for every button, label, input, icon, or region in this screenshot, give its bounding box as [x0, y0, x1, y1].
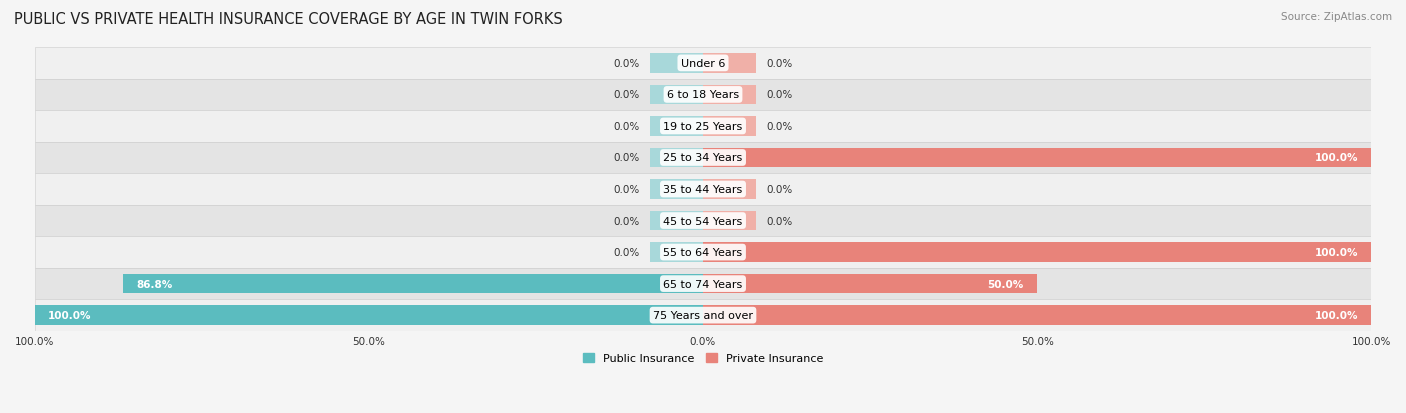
Bar	[650, 148, 703, 168]
Text: 0.0%: 0.0%	[613, 216, 640, 226]
Bar	[703, 54, 756, 74]
Text: 65 to 74 Years: 65 to 74 Years	[664, 279, 742, 289]
Bar	[703, 117, 756, 136]
Text: 0.0%: 0.0%	[766, 216, 793, 226]
Bar	[35, 111, 1371, 142]
Bar	[35, 142, 1371, 174]
Bar	[35, 300, 1371, 331]
Text: PUBLIC VS PRIVATE HEALTH INSURANCE COVERAGE BY AGE IN TWIN FORKS: PUBLIC VS PRIVATE HEALTH INSURANCE COVER…	[14, 12, 562, 27]
Bar	[35, 205, 1371, 237]
Bar	[35, 79, 1371, 111]
Text: 0.0%: 0.0%	[766, 122, 793, 132]
Text: 0.0%: 0.0%	[613, 247, 640, 257]
Bar	[35, 268, 1371, 300]
Text: Source: ZipAtlas.com: Source: ZipAtlas.com	[1281, 12, 1392, 22]
Bar	[703, 85, 756, 105]
Text: 0.0%: 0.0%	[766, 185, 793, 195]
Text: 0.0%: 0.0%	[613, 185, 640, 195]
Text: Under 6: Under 6	[681, 59, 725, 69]
Bar	[650, 54, 703, 74]
Bar	[650, 243, 703, 262]
Text: 0.0%: 0.0%	[766, 59, 793, 69]
Text: 86.8%: 86.8%	[136, 279, 173, 289]
Text: 50.0%: 50.0%	[987, 279, 1024, 289]
Text: 25 to 34 Years: 25 to 34 Years	[664, 153, 742, 163]
Text: 0.0%: 0.0%	[613, 153, 640, 163]
Bar	[703, 274, 1038, 294]
Text: 100.0%: 100.0%	[48, 311, 91, 320]
Text: 100.0%: 100.0%	[1315, 153, 1358, 163]
Bar	[703, 306, 1371, 325]
Legend: Public Insurance, Private Insurance: Public Insurance, Private Insurance	[579, 349, 827, 368]
Text: 6 to 18 Years: 6 to 18 Years	[666, 90, 740, 100]
Bar	[650, 180, 703, 199]
Bar	[122, 274, 703, 294]
Bar	[703, 243, 1371, 262]
Bar	[35, 48, 1371, 79]
Text: 100.0%: 100.0%	[1315, 311, 1358, 320]
Text: 55 to 64 Years: 55 to 64 Years	[664, 247, 742, 257]
Text: 45 to 54 Years: 45 to 54 Years	[664, 216, 742, 226]
Bar	[703, 180, 756, 199]
Text: 0.0%: 0.0%	[766, 90, 793, 100]
Bar	[35, 174, 1371, 205]
Text: 35 to 44 Years: 35 to 44 Years	[664, 185, 742, 195]
Bar	[35, 306, 703, 325]
Text: 0.0%: 0.0%	[613, 59, 640, 69]
Bar	[650, 211, 703, 231]
Text: 100.0%: 100.0%	[1315, 247, 1358, 257]
Text: 75 Years and over: 75 Years and over	[652, 311, 754, 320]
Text: 0.0%: 0.0%	[613, 90, 640, 100]
Bar	[703, 211, 756, 231]
Bar	[35, 237, 1371, 268]
Bar	[650, 117, 703, 136]
Text: 0.0%: 0.0%	[613, 122, 640, 132]
Text: 19 to 25 Years: 19 to 25 Years	[664, 122, 742, 132]
Bar	[703, 148, 1371, 168]
Bar	[650, 85, 703, 105]
